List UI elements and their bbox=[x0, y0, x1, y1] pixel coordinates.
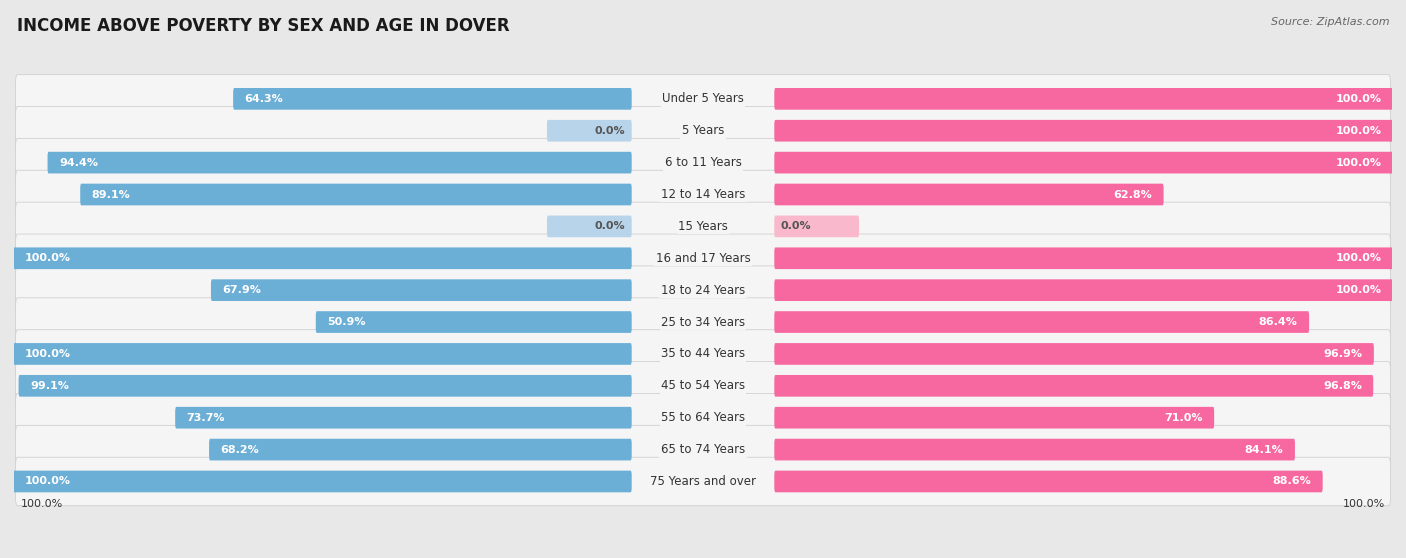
Text: 25 to 34 Years: 25 to 34 Years bbox=[661, 315, 745, 329]
FancyBboxPatch shape bbox=[15, 330, 1391, 378]
FancyBboxPatch shape bbox=[15, 202, 1391, 251]
FancyBboxPatch shape bbox=[15, 170, 1391, 219]
Text: 5 Years: 5 Years bbox=[682, 124, 724, 137]
FancyBboxPatch shape bbox=[775, 439, 1295, 460]
FancyBboxPatch shape bbox=[775, 280, 1393, 301]
FancyBboxPatch shape bbox=[15, 425, 1391, 474]
Text: 99.1%: 99.1% bbox=[30, 381, 69, 391]
Text: 89.1%: 89.1% bbox=[91, 190, 131, 200]
FancyBboxPatch shape bbox=[775, 184, 1164, 205]
FancyBboxPatch shape bbox=[15, 234, 1391, 282]
Text: 100.0%: 100.0% bbox=[1336, 253, 1382, 263]
FancyBboxPatch shape bbox=[176, 407, 631, 429]
Text: INCOME ABOVE POVERTY BY SEX AND AGE IN DOVER: INCOME ABOVE POVERTY BY SEX AND AGE IN D… bbox=[17, 17, 509, 35]
Text: 100.0%: 100.0% bbox=[24, 349, 70, 359]
FancyBboxPatch shape bbox=[15, 266, 1391, 314]
FancyBboxPatch shape bbox=[775, 375, 1374, 397]
Text: 94.4%: 94.4% bbox=[59, 157, 98, 167]
FancyBboxPatch shape bbox=[80, 184, 631, 205]
FancyBboxPatch shape bbox=[13, 247, 631, 269]
Text: 88.6%: 88.6% bbox=[1272, 477, 1312, 487]
Text: 71.0%: 71.0% bbox=[1164, 413, 1202, 423]
FancyBboxPatch shape bbox=[775, 152, 1393, 174]
FancyBboxPatch shape bbox=[18, 375, 631, 397]
Text: 62.8%: 62.8% bbox=[1114, 190, 1153, 200]
FancyBboxPatch shape bbox=[209, 439, 631, 460]
Text: Source: ZipAtlas.com: Source: ZipAtlas.com bbox=[1271, 17, 1389, 27]
FancyBboxPatch shape bbox=[547, 120, 631, 142]
FancyBboxPatch shape bbox=[13, 343, 631, 365]
Text: Under 5 Years: Under 5 Years bbox=[662, 92, 744, 105]
FancyBboxPatch shape bbox=[775, 407, 1215, 429]
FancyBboxPatch shape bbox=[15, 75, 1391, 123]
Text: 100.0%: 100.0% bbox=[1343, 499, 1385, 509]
Text: 96.9%: 96.9% bbox=[1323, 349, 1362, 359]
FancyBboxPatch shape bbox=[775, 343, 1374, 365]
Text: 0.0%: 0.0% bbox=[595, 222, 626, 232]
FancyBboxPatch shape bbox=[775, 247, 1393, 269]
Text: 100.0%: 100.0% bbox=[1336, 285, 1382, 295]
Text: 75 Years and over: 75 Years and over bbox=[650, 475, 756, 488]
Text: 50.9%: 50.9% bbox=[328, 317, 366, 327]
Text: 0.0%: 0.0% bbox=[595, 126, 626, 136]
Text: 84.1%: 84.1% bbox=[1244, 445, 1284, 455]
Text: 96.8%: 96.8% bbox=[1323, 381, 1362, 391]
Text: 100.0%: 100.0% bbox=[1336, 157, 1382, 167]
FancyBboxPatch shape bbox=[15, 457, 1391, 506]
FancyBboxPatch shape bbox=[48, 152, 631, 174]
Text: 15 Years: 15 Years bbox=[678, 220, 728, 233]
Text: 35 to 44 Years: 35 to 44 Years bbox=[661, 348, 745, 360]
Text: 100.0%: 100.0% bbox=[1336, 126, 1382, 136]
FancyBboxPatch shape bbox=[775, 215, 859, 237]
FancyBboxPatch shape bbox=[775, 120, 1393, 142]
FancyBboxPatch shape bbox=[316, 311, 631, 333]
FancyBboxPatch shape bbox=[15, 107, 1391, 155]
Text: 16 and 17 Years: 16 and 17 Years bbox=[655, 252, 751, 265]
Text: 55 to 64 Years: 55 to 64 Years bbox=[661, 411, 745, 424]
FancyBboxPatch shape bbox=[775, 88, 1393, 110]
Text: 86.4%: 86.4% bbox=[1258, 317, 1298, 327]
Text: 100.0%: 100.0% bbox=[1336, 94, 1382, 104]
Text: 0.0%: 0.0% bbox=[780, 222, 811, 232]
Text: 68.2%: 68.2% bbox=[221, 445, 259, 455]
FancyBboxPatch shape bbox=[233, 88, 631, 110]
Text: 64.3%: 64.3% bbox=[245, 94, 283, 104]
FancyBboxPatch shape bbox=[547, 215, 631, 237]
Text: 65 to 74 Years: 65 to 74 Years bbox=[661, 443, 745, 456]
Text: 100.0%: 100.0% bbox=[24, 253, 70, 263]
FancyBboxPatch shape bbox=[13, 470, 631, 492]
FancyBboxPatch shape bbox=[15, 393, 1391, 442]
Text: 18 to 24 Years: 18 to 24 Years bbox=[661, 283, 745, 297]
Text: 67.9%: 67.9% bbox=[222, 285, 262, 295]
FancyBboxPatch shape bbox=[775, 470, 1323, 492]
Text: 12 to 14 Years: 12 to 14 Years bbox=[661, 188, 745, 201]
FancyBboxPatch shape bbox=[775, 311, 1309, 333]
Text: 6 to 11 Years: 6 to 11 Years bbox=[665, 156, 741, 169]
Text: 100.0%: 100.0% bbox=[24, 477, 70, 487]
FancyBboxPatch shape bbox=[211, 280, 631, 301]
FancyBboxPatch shape bbox=[15, 138, 1391, 187]
Text: 73.7%: 73.7% bbox=[187, 413, 225, 423]
FancyBboxPatch shape bbox=[15, 298, 1391, 347]
FancyBboxPatch shape bbox=[15, 362, 1391, 410]
Text: 100.0%: 100.0% bbox=[21, 499, 63, 509]
Text: 45 to 54 Years: 45 to 54 Years bbox=[661, 379, 745, 392]
